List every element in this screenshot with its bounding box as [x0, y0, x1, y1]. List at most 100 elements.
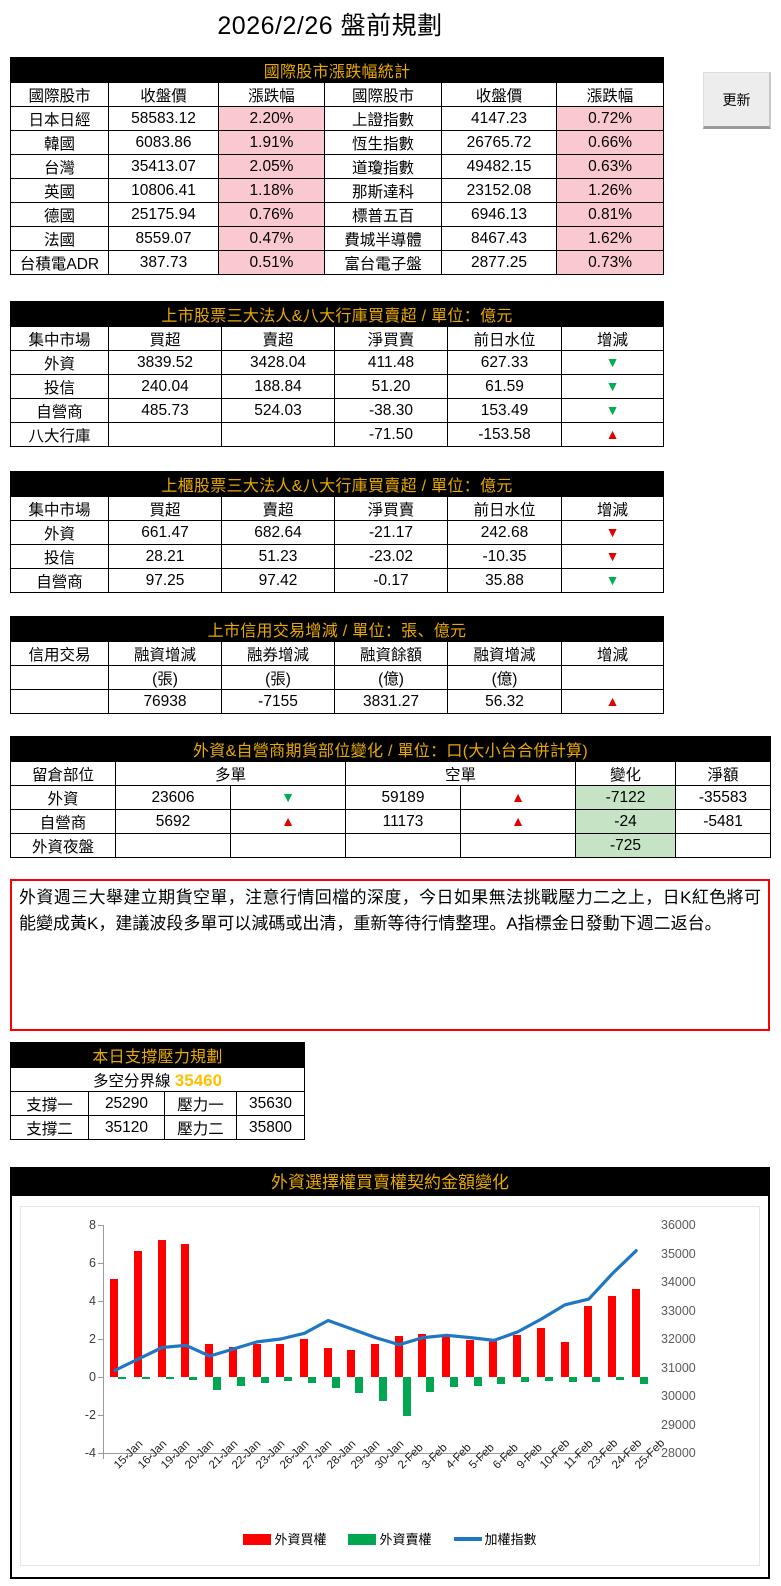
table-cell: 11173 [345, 809, 461, 834]
table-cell: 0.76% [218, 202, 325, 227]
banner-label: 本日支撐壓力規劃 [9, 1042, 306, 1068]
legend-label: 外資買權 [274, 1532, 327, 1547]
table-row: 法國 8559.07 0.47% 費城半導體 8467.43 1.62% [10, 226, 665, 251]
update-button[interactable]: 更新 [703, 72, 771, 129]
table-cell: 35120 [88, 1115, 165, 1140]
table-cell: 51.20 [334, 374, 448, 399]
chart-bar [299, 1339, 308, 1377]
arrow-down-icon: ▼ [605, 571, 620, 588]
table-cell: -35583 [674, 785, 772, 810]
chart-bar [560, 1342, 569, 1377]
table-cell [674, 833, 772, 858]
axis-tick-mark [98, 1377, 103, 1378]
table-cell: 240.04 [108, 374, 222, 399]
column-header: 漲跌幅 [218, 82, 325, 107]
midline-value: 35460 [174, 1070, 223, 1090]
axis-tick-mark [553, 1453, 555, 1459]
table-cell: 台積電ADR [10, 250, 109, 275]
chart-bar [394, 1336, 403, 1377]
column-header: 國際股市 [10, 82, 109, 107]
chart-plot-area: -4 -2 0 2 4 6 8 28000 29000 30000 31000 32000 33000… [20, 1206, 760, 1566]
table-cell: 25290 [88, 1091, 165, 1116]
axis-tick-mark [221, 1453, 223, 1459]
axis-tick-mark [340, 1453, 341, 1459]
chart-bar [347, 1350, 356, 1377]
arrow-up-icon: ▲ [605, 425, 620, 442]
chart-bar [165, 1377, 174, 1379]
credit-trading-table: 上市信用交易增減 / 單位：張、億元 信用交易 融資增減 融券增減 融資餘額 融資增減 增減… [10, 616, 664, 714]
table-cell: 自營商 [10, 568, 109, 593]
y-axis-tick-label: -2 [84, 1408, 96, 1422]
table-cell: 恆生指數 [324, 130, 442, 155]
table-cell: 5692 [115, 809, 231, 834]
table-cell [221, 422, 335, 447]
table-row: 德國 25175.94 0.76% 標普五百 6946.13 0.81% [10, 202, 665, 227]
table-row: 台灣 35413.07 2.05% 道瓊指數 49482.15 0.63% [10, 154, 665, 179]
table-cell: 1.91% [218, 130, 325, 155]
chart-bar [568, 1377, 577, 1382]
table-row: 日本日經 58583.12 2.20% 上證指數 4147.23 0.72% [10, 106, 665, 131]
secondary-y-axis-tick-label: 28000 [661, 1446, 696, 1460]
table-cell: ▼ [560, 398, 665, 423]
column-header: 融資增減 [447, 641, 562, 666]
table-row: 自營商 97.25 97.42 -0.17 35.88 ▼ [10, 568, 665, 593]
table-cell: 壓力一 [164, 1091, 237, 1116]
secondary-y-axis-tick-label: 32000 [661, 1332, 696, 1346]
table-header-row: 集中市場 買超 賣超 淨買賣 前日水位 增減 [10, 326, 665, 351]
otc-institutional-table: 上櫃股票三大法人&八大行庫買賣超 / 單位：億元 集中市場 買超 賣超 淨買賣 前日水位增… [9, 471, 665, 593]
table-cell: 387.73 [108, 250, 219, 275]
listed-institutional-table: 上市股票三大法人&八大行庫買賣超 / 單位：億元 集中市場 買超 賣超 淨買賣 前日水位增… [9, 301, 665, 447]
table-cell: ▼ [560, 568, 665, 593]
table-cell: 97.25 [108, 568, 222, 593]
chart-bar [379, 1377, 387, 1401]
secondary-y-axis-tick-label: 36000 [661, 1218, 696, 1232]
column-header: 融資餘額 [334, 641, 448, 666]
commentary-text: 外資週三大舉建立期貨空單，注意行情回檔的深度，今日如果無法挑戰壓力二之上，日K紅… [19, 888, 761, 933]
table-row: 76938 -7155 3831.27 56.32 ▲ [10, 689, 664, 714]
chart-legend: 外資買權 外資賣權 加權指數 [21, 1529, 759, 1548]
chart-bar [118, 1377, 127, 1379]
chart-bar [607, 1296, 616, 1377]
table-row: 多空分界線 35460 [9, 1067, 306, 1092]
table-cell: 0.63% [555, 154, 665, 179]
table-cell: 德國 [10, 202, 109, 227]
table-cell: 自營商 [10, 809, 116, 834]
table-row: 投信 240.04 188.84 51.20 61.59 ▼ [10, 374, 665, 399]
table-header-row: 集中市場 買超 賣超 淨買賣 前日水位 增減 [10, 496, 665, 521]
table-row: 自營商 485.73 524.03 -38.30 153.49 ▼ [10, 398, 665, 423]
table-header-row: 留倉部位 多單 空單 變化 淨額 [10, 761, 772, 786]
column-header: 漲跌幅 [555, 82, 665, 107]
midline-cell: 多空分界線 35460 [9, 1067, 306, 1092]
table-cell: 八大行庫 [10, 422, 109, 447]
table-cell: 411.48 [334, 350, 448, 375]
table-cell: 10806.41 [108, 178, 219, 203]
table-cell: 61.59 [447, 374, 562, 399]
banner-label: 上櫃股票三大法人&八大行庫買賣超 / 單位：億元 [9, 471, 665, 497]
table-cell: -7122 [575, 785, 676, 810]
table-cell: ▲ [460, 785, 576, 810]
column-header: 賣超 [221, 326, 335, 351]
table-row: 投信 28.21 51.23 -23.02 -10.35 ▼ [10, 544, 665, 569]
table-cell: 23152.08 [441, 178, 557, 203]
column-header: 多單 [115, 761, 346, 786]
column-header: 收盤價 [441, 82, 557, 107]
table-cell: 外資夜盤 [10, 833, 116, 858]
table-row: 自營商 5692 ▲ 11173 ▲ -24 -5481 [10, 809, 772, 834]
axis-tick-mark [98, 1225, 103, 1226]
legend-label: 加權指數 [484, 1532, 537, 1547]
table-cell: 投信 [10, 374, 109, 399]
y-axis-line [103, 1225, 104, 1453]
table-cell: 2.05% [218, 154, 325, 179]
arrow-down-icon: ▼ [281, 788, 295, 805]
chart-bar [181, 1244, 190, 1377]
table-cell: (億) [447, 665, 562, 690]
table-cell: -0.17 [334, 568, 448, 593]
table-cell: 2.20% [218, 106, 325, 131]
chart-bar [213, 1377, 222, 1391]
table-cell: 道瓊指數 [324, 154, 442, 179]
support-resistance-table: 本日支撐壓力規劃 多空分界線 35460 支撐一 25290 壓力一 35630 支撐二 35… [9, 1042, 306, 1140]
chart-bar [260, 1377, 269, 1383]
table-cell: ▲ [460, 809, 576, 834]
table-row: 韓國 6083.86 1.91% 恆生指數 26765.72 0.66% [10, 130, 665, 155]
column-header: 國際股市 [324, 82, 442, 107]
